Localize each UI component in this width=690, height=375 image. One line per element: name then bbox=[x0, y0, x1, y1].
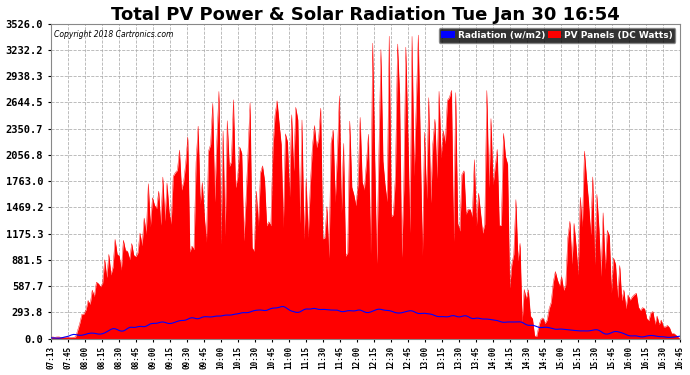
Text: Copyright 2018 Cartronics.com: Copyright 2018 Cartronics.com bbox=[54, 30, 173, 39]
Title: Total PV Power & Solar Radiation Tue Jan 30 16:54: Total PV Power & Solar Radiation Tue Jan… bbox=[111, 6, 620, 24]
Legend: Radiation (w/m2), PV Panels (DC Watts): Radiation (w/m2), PV Panels (DC Watts) bbox=[439, 28, 676, 43]
